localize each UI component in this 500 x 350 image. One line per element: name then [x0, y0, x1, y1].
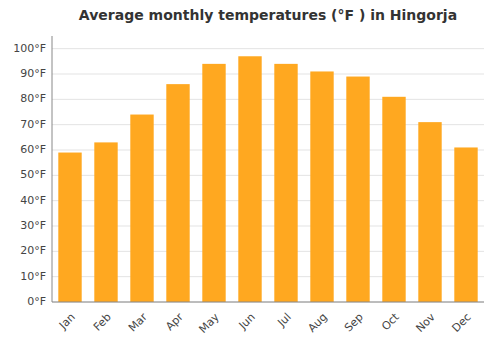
chart-svg: Average monthly temperatures (°F ) in Hi…: [0, 0, 500, 350]
x-tick-label: Mar: [126, 310, 150, 334]
x-tick-label: Sep: [342, 311, 366, 335]
y-tick-label: 20°F: [20, 244, 46, 257]
y-tick-label: 70°F: [20, 118, 46, 131]
bar: [274, 64, 297, 302]
x-tick-label: Oct: [379, 310, 402, 333]
bar: [238, 56, 261, 302]
bar: [418, 122, 441, 302]
y-axis-line: [52, 36, 53, 302]
x-tick-label: May: [196, 310, 222, 336]
x-tick-label: Feb: [91, 311, 114, 334]
chart-title: Average monthly temperatures (°F ) in Hi…: [79, 7, 457, 23]
y-tick-label: 50°F: [20, 168, 46, 181]
y-tick-label: 0°F: [27, 295, 46, 308]
bar: [94, 142, 117, 302]
y-tick-label: 30°F: [20, 219, 46, 232]
y-tick-label: 40°F: [20, 194, 46, 207]
bar: [58, 153, 81, 302]
grid: [52, 49, 484, 302]
bar: [382, 97, 405, 302]
y-grid-line: [52, 48, 484, 49]
x-axis-line: [52, 302, 484, 303]
bars: [58, 56, 477, 302]
x-tick-label: Nov: [413, 310, 438, 335]
x-tick-label: Jun: [236, 311, 258, 333]
x-tick-label: Dec: [450, 311, 474, 335]
y-tick-label: 60°F: [20, 143, 46, 156]
y-tick-label: 80°F: [20, 92, 46, 105]
bar: [346, 77, 369, 302]
bar: [202, 64, 225, 302]
y-grid-line: [52, 302, 484, 303]
y-grid-line: [52, 99, 484, 100]
bar: [130, 115, 153, 302]
x-tick-label: Jul: [274, 311, 293, 330]
x-tick-label: Jan: [56, 311, 78, 333]
y-grid-line: [52, 74, 484, 75]
x-tick-label: Apr: [163, 310, 186, 333]
y-axis: 0°F 10°F 20°F 30°F 40°F 50°F 60°F 70°F 80°F 90°F 1…: [13, 42, 46, 308]
x-axis: Jan Feb Mar Apr May Jun Jul Aug Sep Oct Nov Dec: [56, 310, 474, 336]
y-tick-label: 100°F: [13, 42, 46, 55]
chart-container: Average monthly temperatures (°F ) in Hi…: [0, 0, 500, 350]
bar: [310, 71, 333, 302]
y-tick-label: 10°F: [20, 270, 46, 283]
y-tick-label: 90°F: [20, 67, 46, 80]
x-tick-label: Aug: [305, 311, 329, 335]
bar: [454, 147, 477, 302]
bar: [166, 84, 189, 302]
